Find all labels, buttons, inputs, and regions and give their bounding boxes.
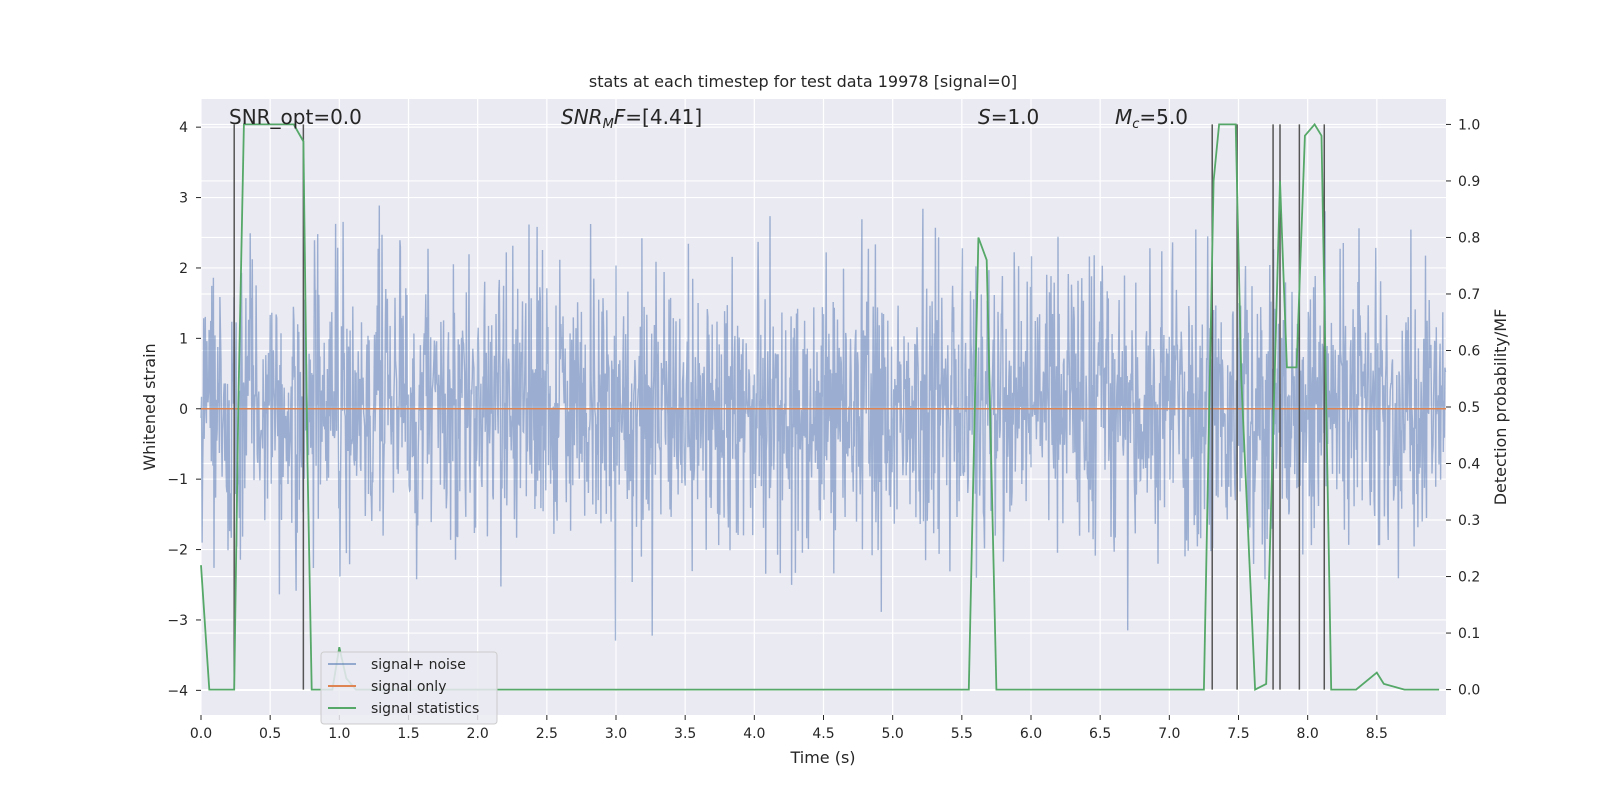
x-tick-label: 4.5 <box>812 726 834 742</box>
y-tick-label: 0 <box>179 402 188 418</box>
x-tick-label: 2.5 <box>536 726 558 742</box>
y-tick-label: 2 <box>179 261 188 277</box>
x-tick-label: 6.0 <box>1020 726 1042 742</box>
chart-title: stats at each timestep for test data 199… <box>589 72 1017 91</box>
y-tick-label: 1 <box>179 331 188 347</box>
x-tick-label: 7.0 <box>1158 726 1180 742</box>
x-tick-label: 1.0 <box>328 726 350 742</box>
y-tick-label: −3 <box>167 613 188 629</box>
y2-tick-label: 0.7 <box>1458 287 1480 303</box>
annotation-mc: Mc=5.0 <box>1115 105 1188 132</box>
y2-tick-label: 0.8 <box>1458 230 1480 246</box>
x-tick-label: 5.5 <box>951 726 973 742</box>
statistics-line <box>200 122 1440 692</box>
y2-tick-label: 0.0 <box>1458 683 1480 699</box>
annotations: SNR_opt=0.0 SNRMF=[4.41] S=1.0 Mc=5.0 <box>229 105 1188 132</box>
x-axis: 0.0 0.5 1.0 1.5 2.0 2.5 3.0 3.5 4.0 4.5 5.0 5.5 6.0 6… <box>190 715 1388 742</box>
x-tick-label: 6.5 <box>1089 726 1111 742</box>
legend: signal+ noise signal only signal statist… <box>320 651 498 725</box>
noise-line <box>200 205 1447 641</box>
y-tick-label: 4 <box>179 120 188 136</box>
annotation-snr-mf: SNRMF=[4.41] <box>561 105 702 132</box>
series-signal-noise <box>200 205 1447 641</box>
y2-tick-label: 1.0 <box>1458 117 1480 133</box>
x-tick-label: 2.0 <box>467 726 489 742</box>
y-axis-right: 1.0 0.9 0.8 0.7 0.6 0.5 0.4 0.3 0.2 0.1 0.0 <box>1446 117 1480 699</box>
series-signal-statistics <box>200 122 1440 692</box>
y2-tick-label: 0.4 <box>1458 457 1480 473</box>
legend-label-signal-only: signal only <box>371 679 446 695</box>
y-tick-label: 3 <box>179 191 188 207</box>
y-tick-label: −4 <box>167 683 188 699</box>
annotation-snr-opt: SNR_opt=0.0 <box>229 105 362 129</box>
y2-tick-label: 0.3 <box>1458 513 1480 529</box>
x-tick-label: 4.0 <box>743 726 765 742</box>
x-tick-label: 5.0 <box>882 726 904 742</box>
x-axis-label: Time (s) <box>789 748 855 767</box>
x-tick-label: 1.5 <box>397 726 419 742</box>
x-tick-label: 0.0 <box>190 726 212 742</box>
y2-axis-label: Detection probability/MF <box>1491 309 1510 506</box>
y2-tick-label: 0.1 <box>1458 626 1480 642</box>
y2-tick-label: 0.9 <box>1458 174 1480 190</box>
x-tick-label: 3.0 <box>605 726 627 742</box>
y-tick-label: −2 <box>167 543 188 559</box>
x-tick-label: 3.5 <box>674 726 696 742</box>
y-axis-label: Whitened strain <box>140 343 159 470</box>
y-axis-left: 4 3 2 1 0 −1 −2 −3 −4 <box>167 120 201 699</box>
legend-label-statistics: signal statistics <box>371 701 479 717</box>
x-tick-label: 8.5 <box>1366 726 1388 742</box>
y2-tick-label: 0.6 <box>1458 343 1480 359</box>
y-tick-label: −1 <box>167 472 188 488</box>
x-tick-label: 7.5 <box>1227 726 1249 742</box>
annotation-s: S=1.0 <box>978 105 1039 129</box>
legend-box <box>320 651 498 725</box>
y2-tick-label: 0.2 <box>1458 570 1480 586</box>
legend-label-noise: signal+ noise <box>371 657 466 673</box>
x-tick-label: 0.5 <box>259 726 281 742</box>
y2-tick-label: 0.5 <box>1458 400 1480 416</box>
x-tick-label: 8.0 <box>1297 726 1319 742</box>
